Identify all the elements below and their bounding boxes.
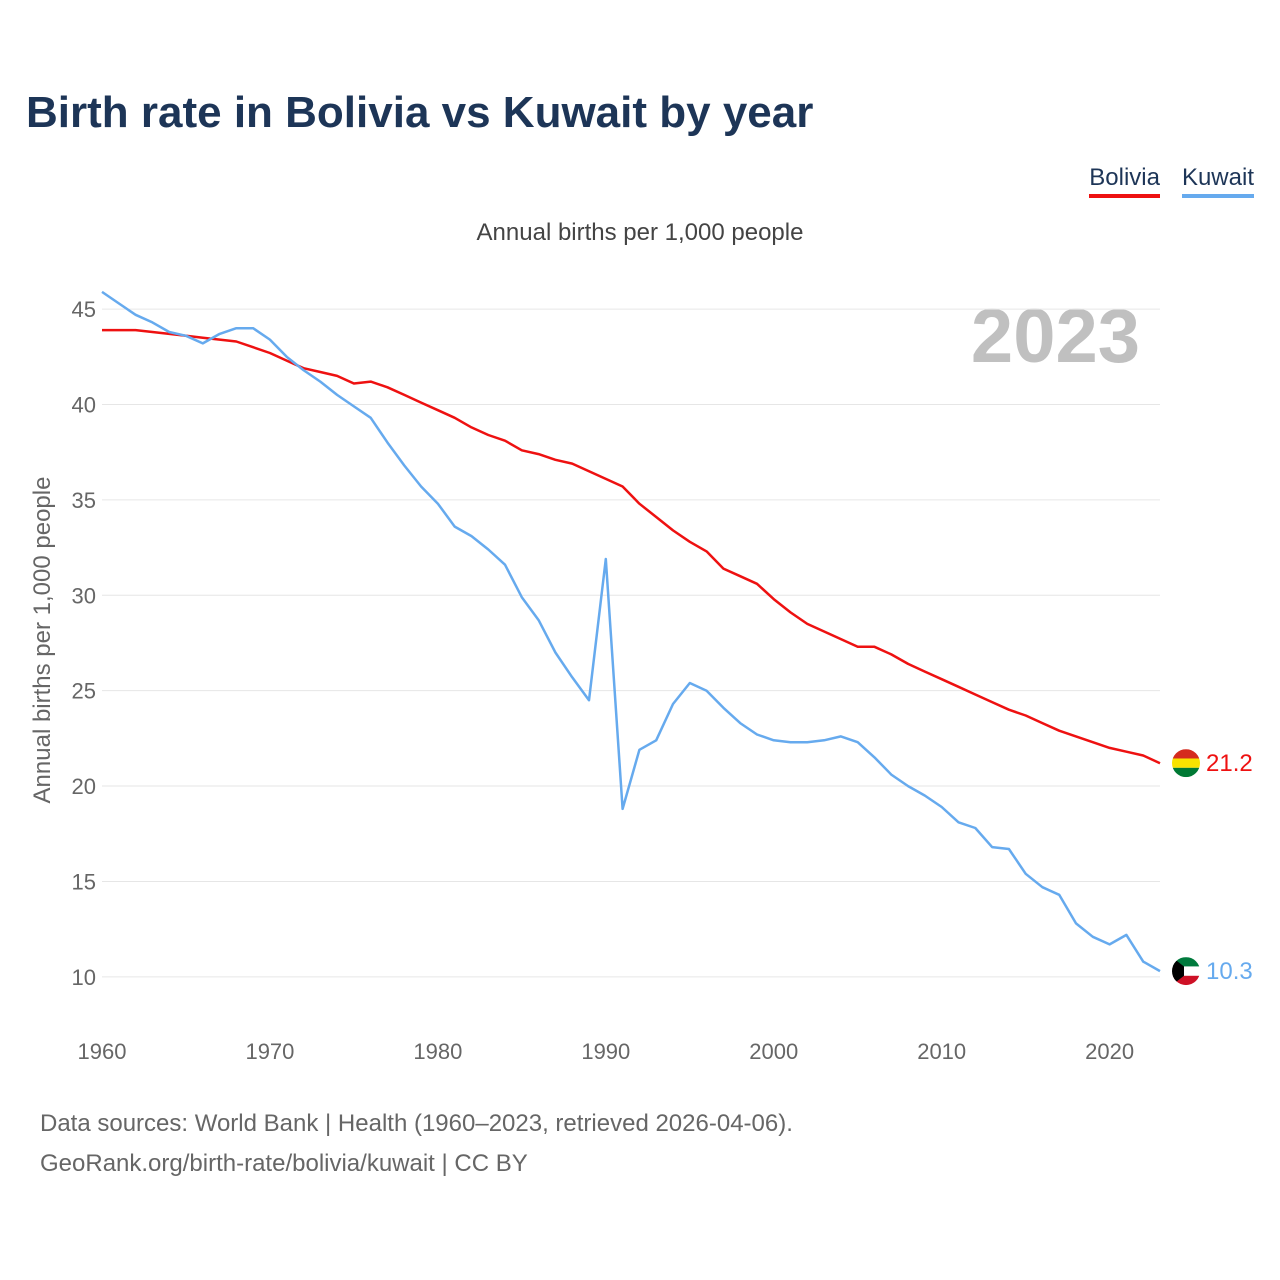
end-label-bolivia: 21.2 <box>1206 750 1253 777</box>
chart-subtitle: Annual births per 1,000 people <box>477 219 804 246</box>
footer-sources: Data sources: World Bank | Health (1960–… <box>40 1110 793 1137</box>
x-tick-label: 1980 <box>413 1039 462 1064</box>
x-tick-label: 1970 <box>245 1039 294 1064</box>
end-markers: 21.2 10.3 <box>1172 749 1253 986</box>
chart-title: Birth rate in Bolivia vs Kuwait by year <box>26 88 814 137</box>
y-tick-label: 40 <box>72 392 96 417</box>
x-tick-label: 1990 <box>581 1039 630 1064</box>
y-tick-label: 25 <box>72 679 96 704</box>
year-watermark: 2023 <box>971 294 1140 379</box>
x-tick-label: 2000 <box>749 1039 798 1064</box>
y-tick-label: 35 <box>72 488 96 513</box>
footer: Data sources: World Bank | Health (1960–… <box>40 1104 793 1184</box>
y-tick-label: 20 <box>72 774 96 799</box>
end-label-kuwait: 10.3 <box>1206 958 1253 985</box>
x-tick-label: 2020 <box>1085 1039 1134 1064</box>
y-tick-label: 15 <box>72 869 96 894</box>
y-tick-label: 30 <box>72 583 96 608</box>
series-line-bolivia <box>102 328 1161 765</box>
axis-ticks: 10 15 20 25 30 35 40 45 1960 1970 1980 1990 2000 2010… <box>72 297 1135 1064</box>
legend: Bolivia Kuwait <box>1089 164 1254 198</box>
y-tick-label: 10 <box>72 965 96 990</box>
footer-link[interactable]: GeoRank.org/birth-rate/bolivia/kuwait | … <box>40 1150 528 1177</box>
line-chart: Annual births per 1,000 people 2023 Annu… <box>29 219 1253 1064</box>
legend-item-kuwait[interactable]: Kuwait <box>1181 164 1254 198</box>
x-tick-label: 2010 <box>917 1039 966 1064</box>
flag-bolivia-icon <box>1172 749 1200 778</box>
series-lines <box>101 290 1161 973</box>
legend-item-bolivia[interactable]: Bolivia <box>1089 164 1160 198</box>
y-tick-label: 45 <box>72 297 96 322</box>
y-axis-label: Annual births per 1,000 people <box>29 477 56 804</box>
grid-lines <box>102 308 1160 978</box>
flag-kuwait-icon <box>1172 957 1200 986</box>
x-tick-label: 1960 <box>78 1039 127 1064</box>
series-line-kuwait <box>101 290 1161 973</box>
